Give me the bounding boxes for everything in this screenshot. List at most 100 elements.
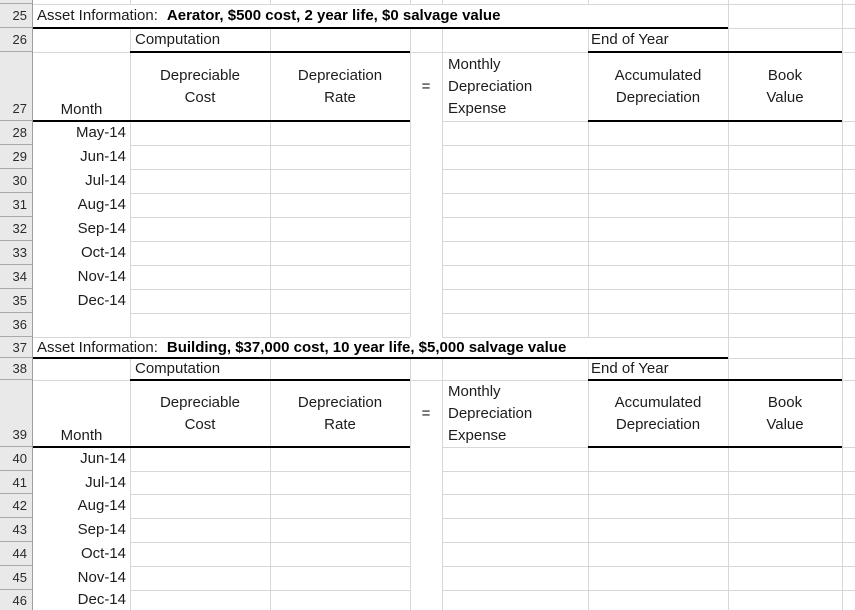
header-text: Depreciation Rate bbox=[297, 393, 383, 433]
row-number[interactable]: 45 bbox=[0, 566, 32, 590]
gridline bbox=[588, 0, 589, 4]
row-number[interactable]: 35 bbox=[0, 289, 32, 313]
gridline bbox=[442, 241, 855, 242]
gridline bbox=[442, 494, 855, 495]
gridline bbox=[442, 28, 443, 337]
end-of-year-label[interactable]: End of Year bbox=[591, 360, 669, 377]
month-cell[interactable]: Nov-14 bbox=[77, 569, 126, 586]
row-number[interactable]: 42 bbox=[0, 494, 32, 518]
gridline bbox=[442, 265, 855, 266]
column-header-monthly-expense[interactable]: Monthly Depreciation Expense bbox=[448, 380, 582, 447]
gridline bbox=[130, 0, 131, 4]
column-header-month[interactable]: Month bbox=[60, 427, 103, 444]
row-number[interactable]: 33 bbox=[0, 241, 32, 265]
border bbox=[588, 51, 842, 53]
column-header-month[interactable]: Month bbox=[60, 101, 103, 118]
month-cell[interactable]: Aug-14 bbox=[77, 497, 126, 514]
row-number[interactable]: 44 bbox=[0, 542, 32, 566]
gridline bbox=[130, 28, 131, 337]
gridline bbox=[442, 193, 855, 194]
column-header-depreciable-cost[interactable]: Depreciable Cost bbox=[130, 52, 270, 121]
border bbox=[588, 379, 842, 381]
month-cell[interactable]: Oct-14 bbox=[80, 545, 126, 562]
asset-info-label: Asset Information: bbox=[37, 338, 158, 356]
month-cell[interactable]: Dec-14 bbox=[77, 292, 126, 309]
month-cell[interactable]: Jul-14 bbox=[85, 172, 126, 189]
month-cell[interactable]: Sep-14 bbox=[77, 220, 126, 237]
month-cell[interactable]: Dec-14 bbox=[77, 591, 126, 608]
row-number[interactable]: 28 bbox=[0, 121, 32, 145]
column-header-book-value[interactable]: Book Value bbox=[728, 52, 842, 121]
gridline bbox=[442, 313, 855, 314]
gridline bbox=[270, 358, 271, 610]
month-cell[interactable]: Oct-14 bbox=[80, 244, 126, 261]
gridline bbox=[270, 0, 271, 4]
computation-label[interactable]: Computation bbox=[135, 360, 221, 377]
gridline bbox=[442, 471, 855, 472]
gridline bbox=[270, 28, 271, 337]
row-number[interactable]: 36 bbox=[0, 313, 32, 337]
column-header-depreciable-cost[interactable]: Depreciable Cost bbox=[130, 380, 270, 447]
row-number[interactable]: 37 bbox=[0, 337, 32, 358]
gridline bbox=[442, 566, 855, 567]
gridline bbox=[410, 0, 411, 4]
row-header-sliver bbox=[0, 0, 32, 4]
computation-label[interactable]: Computation bbox=[135, 31, 221, 48]
gridline bbox=[728, 358, 855, 359]
column-header-depreciation-rate[interactable]: Depreciation Rate bbox=[270, 380, 410, 447]
row-number[interactable]: 27 bbox=[0, 52, 32, 121]
month-cell[interactable]: Nov-14 bbox=[77, 268, 126, 285]
row-number[interactable]: 38 bbox=[0, 358, 32, 380]
column-header-depreciation-rate[interactable]: Depreciation Rate bbox=[270, 52, 410, 121]
equals-sign[interactable]: = bbox=[421, 404, 431, 422]
gridline bbox=[442, 289, 855, 290]
month-cell[interactable]: Jun-14 bbox=[80, 450, 126, 467]
gridline bbox=[442, 358, 443, 610]
row-header-column: 25 26 27 28 29 30 31 32 33 34 35 36 37 3… bbox=[0, 0, 33, 610]
row-number[interactable]: 43 bbox=[0, 518, 32, 542]
month-cell[interactable]: Jul-14 bbox=[85, 473, 126, 491]
gridline bbox=[33, 52, 130, 53]
row-number[interactable]: 31 bbox=[0, 193, 32, 217]
row-number[interactable]: 32 bbox=[0, 217, 32, 241]
row-number[interactable]: 46 bbox=[12, 592, 27, 608]
asset-info-row[interactable]: Asset Information: Aerator, $500 cost, 2… bbox=[37, 4, 500, 28]
gridline bbox=[842, 0, 843, 610]
gridline bbox=[410, 380, 588, 381]
row-number[interactable]: 40 bbox=[0, 447, 32, 471]
border bbox=[130, 51, 410, 53]
border bbox=[588, 446, 842, 448]
column-header-accumulated-depreciation[interactable]: Accumulated Depreciation bbox=[588, 52, 728, 121]
month-cell[interactable]: Jun-14 bbox=[80, 148, 126, 165]
row-number[interactable]: 34 bbox=[0, 265, 32, 289]
row-number[interactable]: 25 bbox=[0, 4, 32, 28]
row-number[interactable]: 30 bbox=[0, 169, 32, 193]
row-number[interactable]: 26 bbox=[0, 28, 32, 52]
column-header-monthly-expense[interactable]: Monthly Depreciation Expense bbox=[448, 52, 582, 121]
gridline bbox=[728, 0, 729, 610]
equals-sign[interactable]: = bbox=[421, 77, 431, 95]
header-text: Depreciable Cost bbox=[159, 66, 241, 106]
end-of-year-label[interactable]: End of Year bbox=[591, 31, 669, 48]
border bbox=[588, 120, 842, 122]
asset-info-row[interactable]: Asset Information: Building, $37,000 cos… bbox=[37, 337, 566, 358]
column-header-accumulated-depreciation[interactable]: Accumulated Depreciation bbox=[588, 380, 728, 447]
gridline bbox=[130, 358, 131, 610]
gridline bbox=[410, 52, 588, 53]
column-header-book-value[interactable]: Book Value bbox=[728, 380, 842, 447]
month-cell[interactable]: Sep-14 bbox=[77, 521, 126, 538]
header-text: Depreciation Rate bbox=[297, 66, 383, 106]
gridline bbox=[410, 358, 411, 610]
gridline bbox=[442, 337, 855, 338]
row-number[interactable]: 29 bbox=[0, 145, 32, 169]
row-number[interactable]: 39 bbox=[0, 380, 32, 447]
gridline bbox=[842, 447, 855, 448]
gridline bbox=[410, 28, 411, 337]
gridline bbox=[842, 52, 855, 53]
gridline bbox=[728, 28, 855, 29]
month-cell[interactable]: Aug-14 bbox=[77, 196, 126, 213]
border bbox=[33, 120, 410, 122]
month-cell[interactable]: May-14 bbox=[75, 124, 126, 141]
row-number[interactable]: 41 bbox=[0, 471, 32, 494]
